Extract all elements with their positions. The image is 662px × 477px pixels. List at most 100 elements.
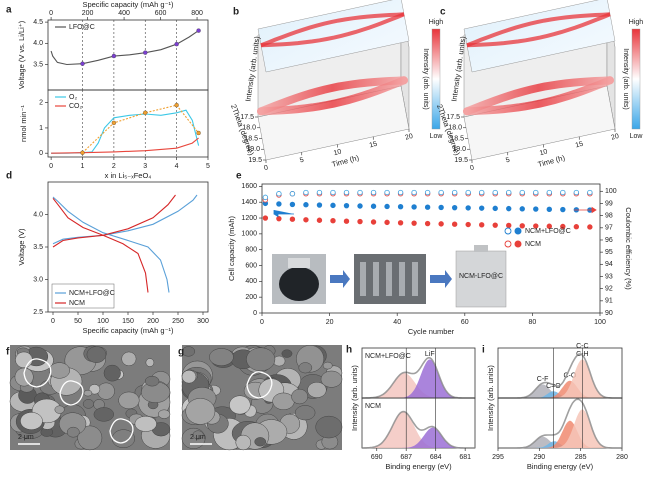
axis-arrow (574, 206, 597, 214)
y-tick-label: 1000 (241, 231, 257, 238)
data-point (519, 206, 525, 212)
x-tick-label: 20 (326, 319, 334, 326)
series-line (82, 104, 200, 154)
fit-peak (362, 373, 475, 398)
particle (15, 351, 33, 369)
y-tick-label: 2.5 (33, 309, 43, 316)
data-point (451, 189, 458, 196)
colorbar-low: Low (630, 133, 644, 140)
particle (229, 395, 251, 415)
data-point (479, 189, 485, 196)
series-line (52, 194, 198, 293)
y-tick-label: 600 (245, 262, 257, 269)
colorbar (431, 28, 441, 130)
x-tick-label: 290 (533, 454, 545, 461)
colorbar-high: High (629, 19, 644, 26)
y2-tick-label: 96 (605, 237, 613, 244)
y-tick-label: 800 (245, 247, 257, 254)
x-tick-label: 4 (175, 163, 179, 170)
data-point (196, 28, 201, 33)
data-point (143, 50, 148, 55)
peak-label: LiF (425, 351, 435, 358)
particle (93, 407, 114, 422)
legend-label: NCM+LFO@C (525, 228, 571, 235)
y-tick-label: 15 (369, 141, 378, 150)
x2-axis-label: Specific capacity (mAh g⁻¹) (82, 0, 174, 9)
x-tick-label: 280 (616, 454, 628, 461)
data-point (573, 224, 580, 230)
data-point (384, 189, 390, 196)
data-point (465, 205, 471, 211)
series-line (50, 30, 199, 66)
y-axis-label: Voltage (V vs. Li/Li⁺) (17, 20, 26, 89)
y2-tick-label: 95 (605, 249, 613, 256)
surface-ridge (257, 76, 408, 116)
particle (307, 381, 327, 398)
inset-photo (412, 262, 418, 296)
peak-label: C-O (563, 373, 576, 380)
panel-letter: i (482, 345, 485, 356)
x-tick-label: 80 (529, 319, 537, 326)
data-point (276, 191, 282, 197)
particle (118, 391, 140, 410)
surface-ridge (463, 76, 614, 116)
data-point (533, 223, 539, 229)
particle (54, 405, 65, 414)
data-point (560, 189, 566, 196)
x-tick-label: 50 (74, 318, 82, 325)
spectrum (498, 398, 622, 449)
data-point (424, 204, 431, 210)
panel-letter: b (233, 7, 239, 18)
data-point (573, 189, 580, 196)
data-point (533, 189, 539, 196)
particle (83, 389, 93, 397)
inset-arrow (430, 270, 452, 288)
panel-title: NCM+LFO@C (365, 353, 411, 360)
panel-letter: d (6, 171, 12, 182)
x-tick-label: 150 (122, 318, 134, 325)
data-point (316, 202, 323, 208)
legend-marker (514, 240, 522, 248)
data-point (560, 206, 566, 213)
y-tick-label: 400 (245, 278, 257, 285)
data-point (357, 203, 363, 209)
x-axis-label: Specific capacity (mAh g⁻¹) (82, 326, 174, 335)
inset-photo (474, 245, 488, 252)
x-tick-label: 40 (393, 319, 401, 326)
data-point (546, 206, 552, 213)
particle (103, 364, 121, 382)
x-tick-label: 60 (461, 319, 469, 326)
y-tick-label: 1600 (241, 183, 257, 190)
spectrum (362, 410, 475, 449)
data-point (196, 130, 201, 136)
particle (181, 346, 196, 357)
panel-title: NCM (365, 403, 381, 410)
data-point (303, 217, 309, 223)
x-tick-label: 250 (172, 318, 184, 325)
axis-arrow (273, 210, 294, 218)
y-tick-label: 0 (39, 150, 43, 157)
particle (322, 361, 333, 370)
data-point (316, 189, 323, 196)
x-tick-label: 18.0 (242, 125, 256, 132)
data-point (303, 189, 309, 196)
particle (209, 348, 234, 366)
y-tick-label: 200 (245, 294, 257, 301)
colorbar-low: Low (430, 133, 444, 140)
x-tick-label: 684 (430, 454, 442, 461)
y-axis-label: Intensity (arb. units) (350, 365, 359, 431)
legend-label: CO₂ (69, 103, 83, 110)
data-point (506, 222, 512, 229)
data-point (289, 216, 296, 222)
data-point (411, 189, 417, 196)
data-point (492, 189, 498, 196)
particle-outline (23, 358, 52, 388)
y2-tick-label: 100 (605, 188, 617, 195)
data-point (343, 218, 350, 224)
data-point (276, 215, 282, 222)
y-tick-label: 5 (299, 157, 305, 165)
x-tick-label: 19.0 (452, 146, 466, 153)
data-point (330, 189, 336, 196)
data-point (370, 203, 377, 209)
data-point (111, 120, 117, 126)
